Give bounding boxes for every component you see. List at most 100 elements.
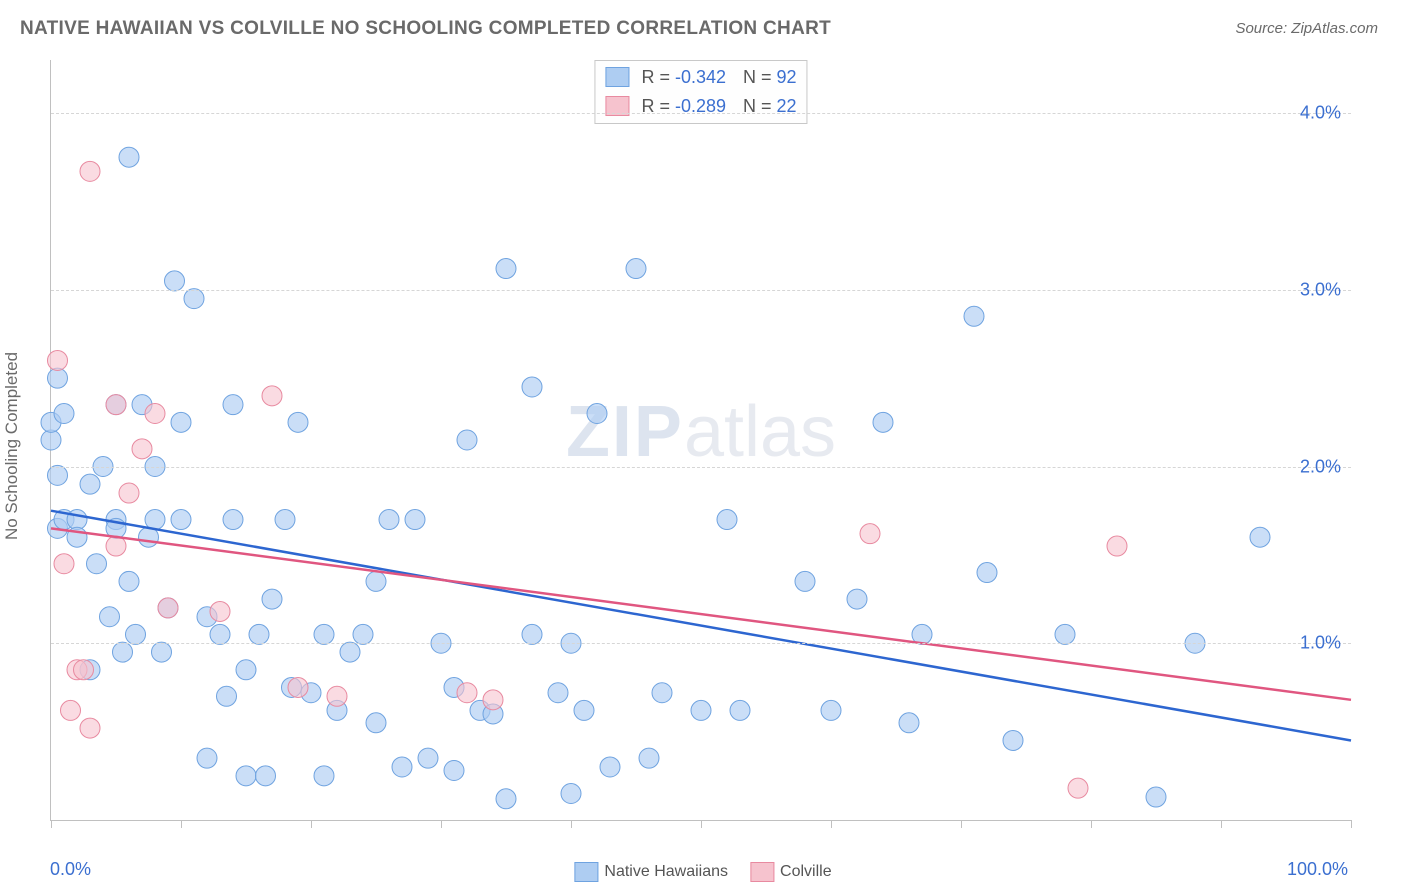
data-point [496, 789, 516, 809]
data-point [860, 524, 880, 544]
data-point [574, 700, 594, 720]
data-point [119, 571, 139, 591]
data-point [249, 624, 269, 644]
data-point [158, 598, 178, 618]
data-point [964, 306, 984, 326]
data-point [48, 465, 68, 485]
data-point [210, 601, 230, 621]
data-point [223, 395, 243, 415]
data-point [340, 642, 360, 662]
data-point [223, 510, 243, 530]
data-point [379, 510, 399, 530]
data-point [145, 403, 165, 423]
data-point [1055, 624, 1075, 644]
data-point [54, 554, 74, 574]
data-point [314, 624, 334, 644]
data-point [444, 761, 464, 781]
data-point [171, 412, 191, 432]
data-point [165, 271, 185, 291]
n-value-1: 92 [777, 67, 797, 87]
data-point [1250, 527, 1270, 547]
data-point [1003, 730, 1023, 750]
data-point [217, 686, 237, 706]
data-point [87, 554, 107, 574]
data-point [61, 700, 81, 720]
data-point [899, 713, 919, 733]
data-point [113, 642, 133, 662]
data-point [405, 510, 425, 530]
data-point [847, 589, 867, 609]
data-point [48, 368, 68, 388]
data-point [327, 686, 347, 706]
data-point [54, 403, 74, 423]
scatter-svg [51, 60, 1351, 820]
data-point [730, 700, 750, 720]
data-point [561, 783, 581, 803]
stats-legend: R = -0.342 N = 92 R = -0.289 N = 22 [594, 60, 807, 124]
data-point [236, 766, 256, 786]
data-point [74, 660, 94, 680]
data-point [418, 748, 438, 768]
data-point [457, 430, 477, 450]
source-text: Source: ZipAtlas.com [1235, 20, 1378, 37]
data-point [67, 510, 87, 530]
data-point [288, 412, 308, 432]
data-point [314, 766, 334, 786]
legend-bottom: Native Hawaiians Colville [574, 862, 831, 882]
data-point [184, 289, 204, 309]
data-point [483, 690, 503, 710]
y-tick-label: 3.0% [1300, 279, 1341, 300]
data-point [587, 403, 607, 423]
data-point [366, 713, 386, 733]
y-axis-title: No Schooling Completed [2, 352, 22, 540]
data-point [80, 474, 100, 494]
stats-row-2: R = -0.289 N = 22 [605, 92, 796, 121]
data-point [639, 748, 659, 768]
data-point [392, 757, 412, 777]
stats-row-1: R = -0.342 N = 92 [605, 63, 796, 92]
data-point [152, 642, 172, 662]
data-point [457, 683, 477, 703]
data-point [256, 766, 276, 786]
data-point [41, 430, 61, 450]
data-point [197, 748, 217, 768]
legend-item-2: Colville [750, 862, 832, 882]
data-point [522, 377, 542, 397]
data-point [126, 624, 146, 644]
data-point [262, 589, 282, 609]
data-point [275, 510, 295, 530]
data-point [171, 510, 191, 530]
data-point [80, 161, 100, 181]
x-tick-label: 100.0% [1287, 859, 1348, 880]
data-point [353, 624, 373, 644]
data-point [132, 439, 152, 459]
data-point [119, 147, 139, 167]
data-point [652, 683, 672, 703]
y-tick-label: 4.0% [1300, 103, 1341, 124]
data-point [795, 571, 815, 591]
data-point [873, 412, 893, 432]
data-point [48, 350, 68, 370]
data-point [236, 660, 256, 680]
legend-item-1: Native Hawaiians [574, 862, 728, 882]
data-point [80, 718, 100, 738]
data-point [977, 563, 997, 583]
data-point [496, 259, 516, 279]
chart-title: NATIVE HAWAIIAN VS COLVILLE NO SCHOOLING… [20, 18, 831, 40]
data-point [691, 700, 711, 720]
data-point [600, 757, 620, 777]
data-point [106, 395, 126, 415]
data-point [522, 624, 542, 644]
data-point [1146, 787, 1166, 807]
r-value-1: -0.342 [675, 67, 726, 87]
data-point [821, 700, 841, 720]
data-point [288, 677, 308, 697]
data-point [717, 510, 737, 530]
data-point [210, 624, 230, 644]
data-point [1107, 536, 1127, 556]
data-point [548, 683, 568, 703]
plot-area: ZIPatlas R = -0.342 N = 92 R = -0.289 N … [50, 60, 1351, 821]
data-point [626, 259, 646, 279]
data-point [100, 607, 120, 627]
data-point [366, 571, 386, 591]
